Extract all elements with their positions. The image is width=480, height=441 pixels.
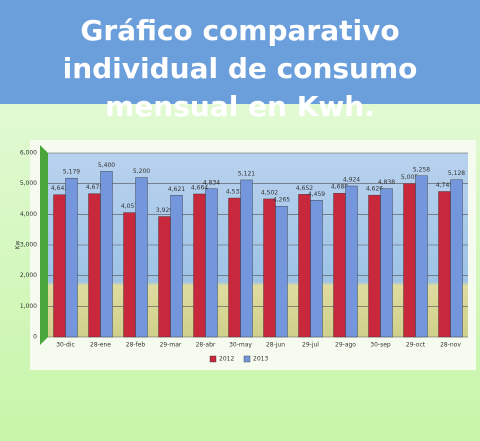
x-tick-label: 29-jul	[302, 342, 319, 349]
data-label: 4,532	[226, 189, 243, 196]
bar	[380, 188, 393, 338]
x-tick-label: 28-nov	[440, 342, 461, 349]
bar	[298, 194, 311, 338]
x-tick-label: 29-ago	[335, 342, 356, 349]
bar	[333, 193, 346, 338]
bar	[403, 183, 416, 338]
slide-title: Gráfico comparativo individual de consum…	[0, 0, 480, 123]
side-wall	[40, 145, 48, 345]
y-tick-label: 2,000	[20, 272, 37, 279]
data-label: 5,005	[401, 174, 418, 181]
data-label: 4,459	[308, 191, 325, 198]
data-label: 4,675	[86, 184, 103, 191]
x-tick-label: 29-oct	[406, 342, 426, 349]
x-tick-label: 28-abr	[196, 342, 216, 349]
data-label: 4,664	[191, 184, 208, 191]
data-label: 5,400	[98, 162, 115, 169]
x-tick-label: 30-dic	[56, 342, 75, 349]
x-tick-label: 29-mar	[160, 342, 182, 349]
data-label: 4,745	[436, 182, 453, 189]
legend-swatch	[209, 355, 217, 363]
bar	[88, 193, 101, 338]
bar	[100, 171, 113, 338]
bar	[438, 191, 451, 338]
bar	[263, 198, 276, 338]
y-tick-label: 5,000	[20, 180, 37, 187]
y-tick-label: 3,000	[20, 242, 37, 249]
data-label: 5,179	[63, 169, 80, 176]
bar	[135, 177, 148, 338]
x-tick-label: 28-ene	[90, 342, 111, 349]
x-tick-label: 30-may	[229, 342, 252, 349]
data-label: 5,128	[448, 170, 465, 177]
bar	[170, 195, 183, 338]
bar	[450, 179, 463, 338]
data-label: 4,834	[203, 179, 220, 186]
data-label: 4,626	[366, 186, 383, 193]
legend-label: 2013	[253, 356, 268, 363]
data-label: 4,688	[331, 184, 348, 191]
data-label: 4,057	[121, 203, 138, 210]
x-tick-label: 30-sep	[370, 342, 391, 349]
bar	[53, 194, 66, 338]
data-label: 4,924	[343, 176, 360, 183]
data-label: 5,121	[238, 170, 255, 177]
legend-label: 2012	[219, 356, 234, 363]
bar	[158, 216, 171, 338]
bar	[65, 177, 78, 338]
y-axis-label: Kw	[15, 240, 22, 249]
bar	[240, 179, 253, 338]
legend-swatch	[243, 355, 251, 363]
bar	[275, 206, 288, 338]
y-tick-label: 0	[33, 334, 37, 341]
data-label: 4,838	[378, 179, 395, 186]
data-label: 3,929	[156, 207, 173, 214]
bar	[193, 193, 206, 338]
data-label: 4,652	[296, 185, 313, 192]
data-label: 4,265	[273, 197, 290, 204]
bar	[310, 200, 323, 338]
bar	[123, 212, 136, 338]
y-tick-label: 6,000	[20, 150, 37, 157]
y-tick-label: 1,000	[20, 303, 37, 310]
y-tick-label: 4,000	[20, 211, 37, 218]
bar	[415, 175, 428, 338]
data-label: 4,621	[168, 186, 185, 193]
data-label: 4,642	[51, 185, 68, 192]
bar	[205, 188, 218, 338]
data-label: 5,258	[413, 166, 430, 173]
bar	[228, 197, 241, 338]
bar	[368, 194, 381, 338]
data-label: 5,200	[133, 168, 150, 175]
data-label: 4,502	[261, 189, 278, 196]
x-tick-label: 28-jun	[266, 342, 285, 349]
x-tick-label: 28-feb	[126, 342, 146, 349]
bar	[345, 185, 358, 338]
